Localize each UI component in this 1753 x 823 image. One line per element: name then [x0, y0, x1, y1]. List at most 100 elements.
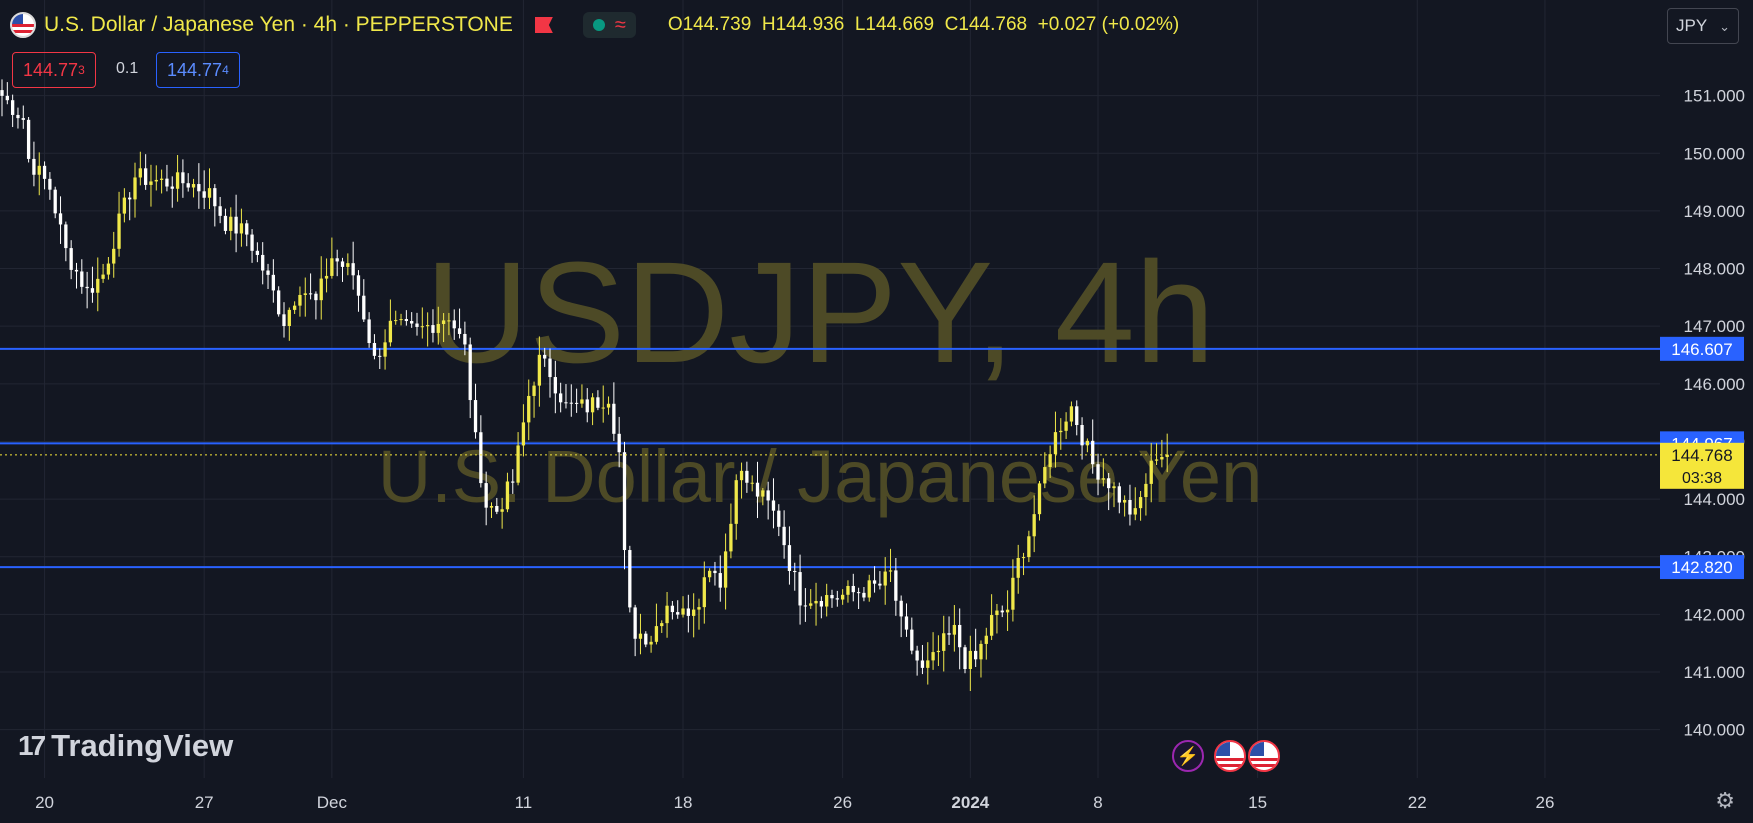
candle: [255, 242, 260, 263]
candle: [963, 644, 967, 674]
sell-button[interactable]: 144.77 3: [12, 52, 96, 88]
candle: [532, 381, 536, 418]
candle: [989, 594, 994, 640]
candle: [484, 471, 488, 526]
watermark-symbol: USDJPY, 4h: [425, 232, 1215, 393]
candle: [399, 313, 403, 326]
candle: [372, 334, 377, 360]
us-event-flag-icon[interactable]: [1214, 740, 1246, 772]
price-axis: 140.000141.000142.000143.000144.000145.0…: [0, 87, 1753, 823]
candle: [292, 301, 297, 314]
close-label: C: [944, 14, 959, 35]
candle: [739, 462, 744, 499]
time-tick-label: 22: [1408, 793, 1427, 812]
candle: [505, 472, 510, 513]
time-axis-bg: [0, 778, 1753, 823]
candle: [117, 191, 121, 257]
candle: [388, 299, 393, 347]
candle: [872, 566, 877, 593]
candle: [234, 194, 238, 253]
candle: [750, 475, 754, 492]
candle: [622, 441, 627, 570]
candle: [308, 273, 313, 300]
candle: [425, 312, 430, 347]
candle: [638, 613, 643, 655]
candle: [1021, 552, 1026, 576]
candle: [207, 168, 212, 209]
candle: [862, 586, 866, 602]
time-tick-label: 20: [35, 793, 54, 812]
candle: [559, 382, 563, 413]
candle: [1037, 481, 1042, 521]
candle: [1059, 418, 1063, 450]
us-event-flag-icon[interactable]: [1248, 740, 1280, 772]
candle: [606, 396, 611, 415]
candle: [298, 286, 302, 317]
candle: [441, 313, 446, 343]
buy-button[interactable]: 144.77 4: [156, 52, 240, 88]
candle: [1064, 412, 1068, 440]
candle: [0, 79, 4, 117]
candle: [1032, 495, 1036, 553]
candle: [250, 229, 254, 263]
currency-select[interactable]: JPY ⌄: [1667, 8, 1739, 44]
candle: [367, 312, 371, 348]
tradingview-logo[interactable]: 17 TradingView: [18, 728, 233, 764]
candle: [1069, 401, 1074, 427]
status-pill[interactable]: ≈: [582, 12, 636, 38]
candle: [910, 617, 914, 655]
chart-grid: [0, 0, 1660, 778]
candle: [1085, 438, 1090, 453]
candle: [974, 628, 978, 667]
market-closed-flag-icon: [534, 17, 553, 33]
candle: [165, 164, 169, 192]
candle: [53, 186, 57, 219]
time-tick-label: 8: [1093, 793, 1102, 812]
candle: [596, 390, 600, 411]
candle: [729, 503, 733, 559]
candle: [404, 310, 409, 326]
candle: [904, 603, 909, 637]
candle: [883, 557, 887, 605]
price-tick-label: 146.000: [1684, 375, 1745, 394]
candle: [793, 562, 797, 591]
candle: [468, 337, 472, 419]
volatility-wave-icon: ≈: [614, 14, 626, 36]
us-flag-icon: [10, 12, 36, 38]
price-tick-label: 144.000: [1684, 490, 1745, 509]
candle: [670, 601, 675, 620]
candle: [112, 231, 116, 278]
candle: [229, 207, 233, 241]
candle: [186, 173, 190, 192]
candle: [447, 312, 451, 336]
candle: [1016, 544, 1020, 594]
candle-countdown: 03:38: [1682, 470, 1722, 487]
candle: [569, 384, 573, 417]
candle: [734, 474, 738, 540]
candle: [489, 502, 494, 518]
candle: [1117, 482, 1121, 514]
gear-icon[interactable]: ⚙: [1715, 788, 1735, 813]
candle: [1144, 473, 1148, 516]
hline-price-label: 142.820: [1671, 558, 1732, 577]
price-tick-label: 141.000: [1684, 663, 1745, 682]
tradingview-mark-icon: 17: [18, 730, 46, 761]
candle: [681, 596, 685, 618]
candle: [516, 432, 520, 486]
candle: [782, 510, 786, 559]
candle: [410, 312, 414, 328]
candle: [952, 605, 957, 652]
candle: [1101, 458, 1105, 487]
symbol-title[interactable]: U.S. Dollar / Japanese Yen · 4h · PEPPER…: [44, 13, 513, 36]
candle: [755, 461, 760, 519]
candle: [809, 589, 813, 609]
candle: [590, 393, 595, 426]
candle: [346, 253, 350, 276]
candle: [617, 416, 621, 468]
buy-price: 144.77: [167, 59, 223, 80]
candle: [1053, 411, 1058, 468]
price-tick-label: 142.000: [1684, 605, 1745, 624]
candle: [553, 360, 557, 414]
event-lightning-icon[interactable]: ⚡: [1172, 740, 1204, 772]
